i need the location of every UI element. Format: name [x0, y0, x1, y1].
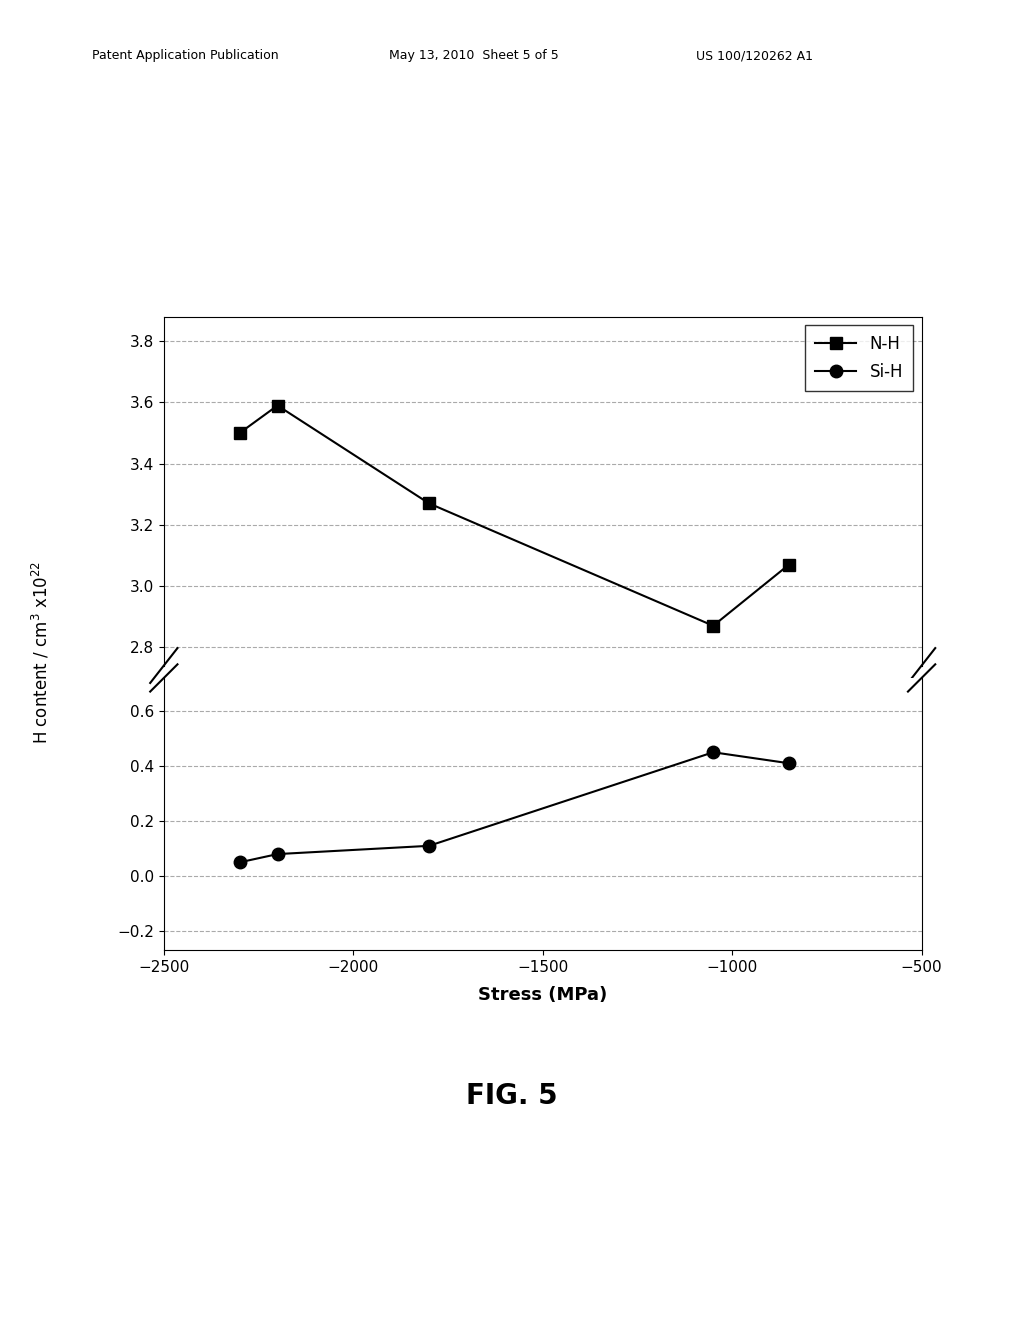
Text: Patent Application Publication: Patent Application Publication	[92, 49, 279, 62]
N-H	[271, 397, 284, 413]
N-H	[782, 557, 795, 573]
Si-H	[707, 744, 719, 760]
Text: US 100/120262 A1: US 100/120262 A1	[696, 49, 813, 62]
Legend: N-H, Si-H: N-H, Si-H	[805, 325, 913, 391]
Text: May 13, 2010  Sheet 5 of 5: May 13, 2010 Sheet 5 of 5	[389, 49, 559, 62]
Text: FIG. 5: FIG. 5	[466, 1081, 558, 1110]
Line: N-H: N-H	[233, 399, 796, 632]
Si-H	[423, 838, 435, 854]
X-axis label: Stress (MPa): Stress (MPa)	[478, 986, 607, 1005]
Line: Si-H: Si-H	[233, 746, 796, 869]
N-H	[423, 495, 435, 511]
Si-H	[782, 755, 795, 771]
Si-H	[271, 846, 284, 862]
N-H	[233, 425, 246, 441]
Text: H content / cm$^3$ x10$^{22}$: H content / cm$^3$ x10$^{22}$	[31, 561, 51, 744]
N-H	[707, 618, 719, 634]
Si-H	[233, 854, 246, 870]
